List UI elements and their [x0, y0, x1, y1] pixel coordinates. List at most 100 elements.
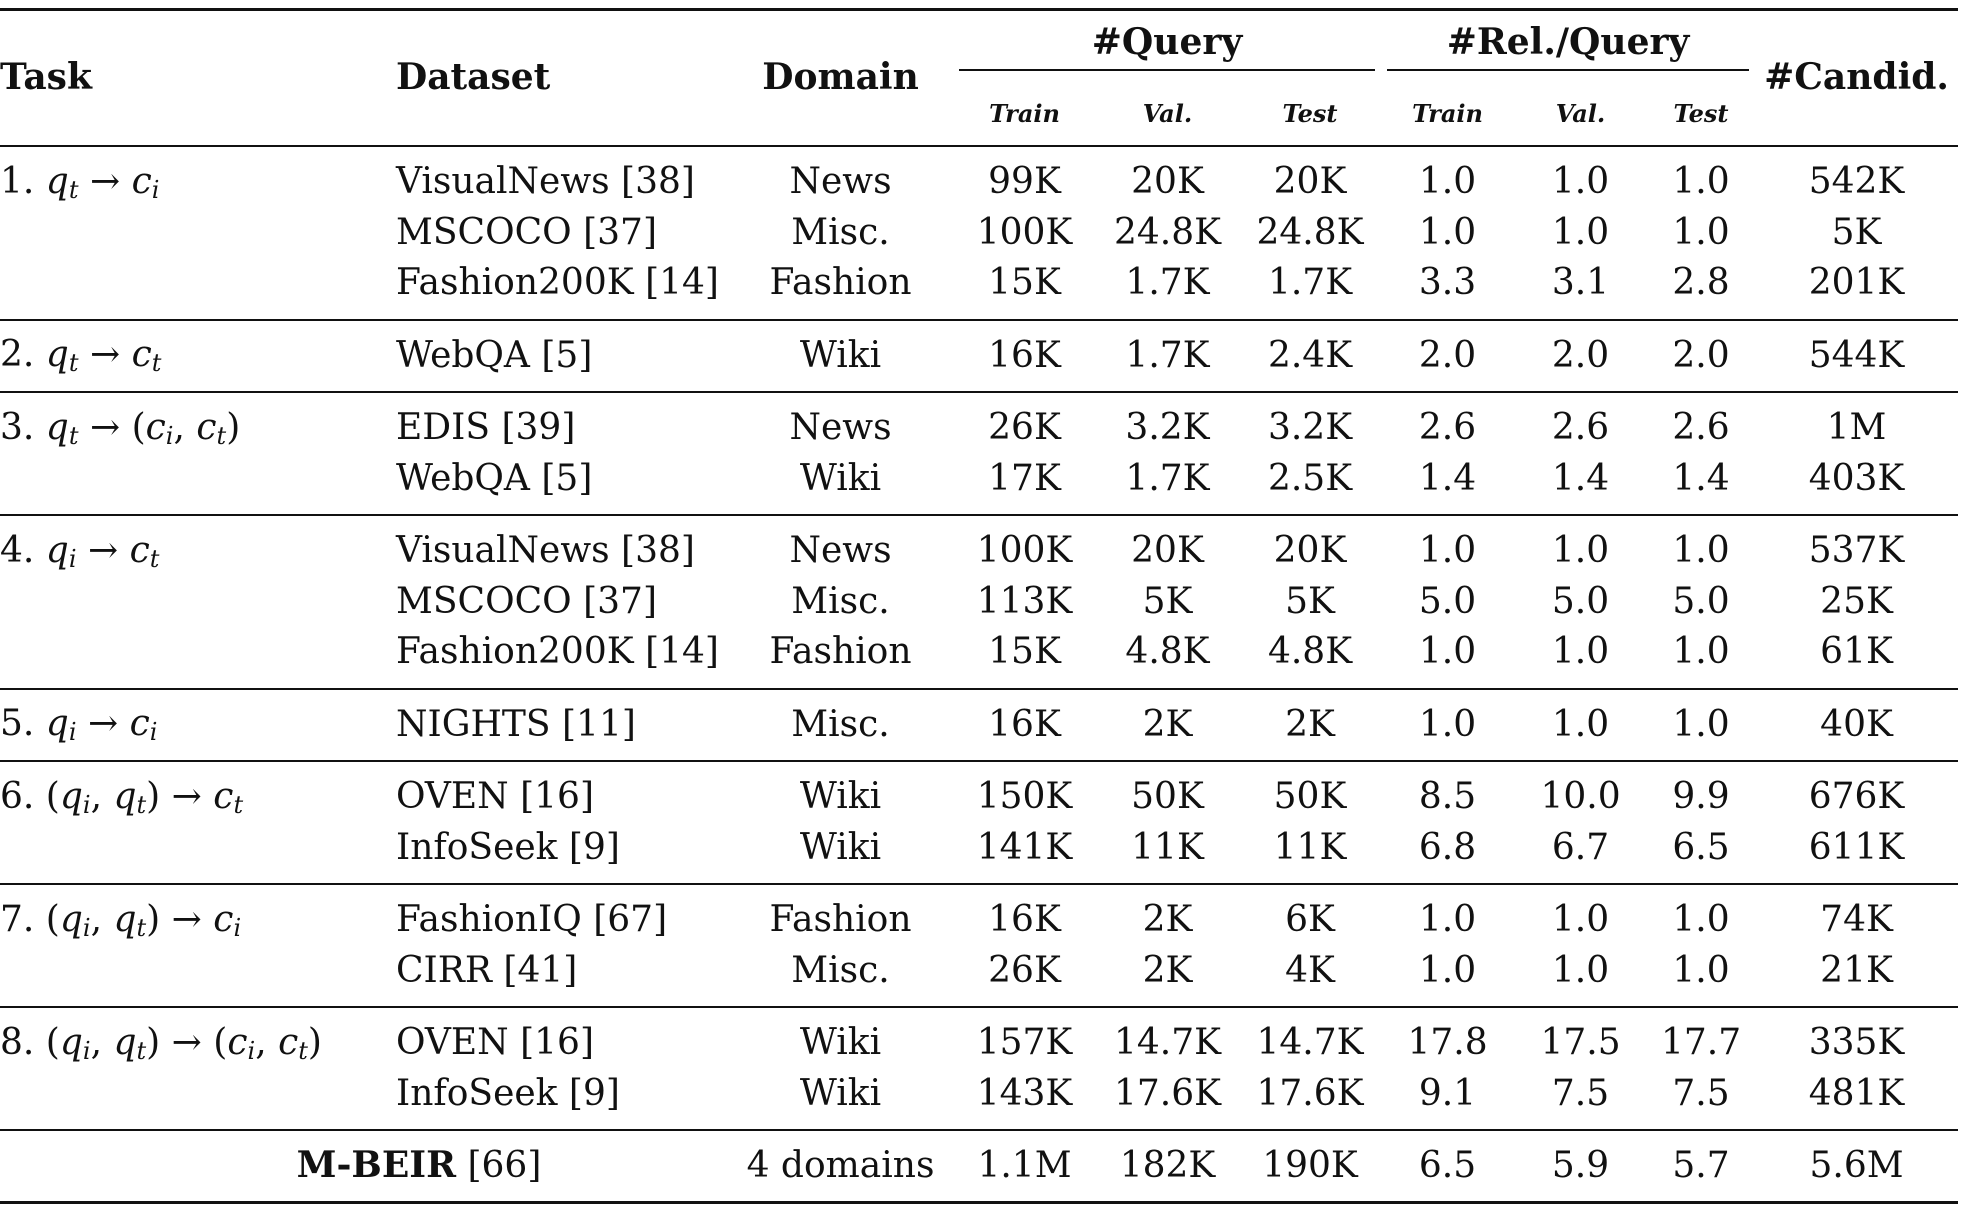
table-row: 1. qt → ci VisualNews [38] News 99K 20K 20K 1.…	[0, 146, 1958, 208]
candid-cell: 5K	[1831, 211, 1882, 253]
query-train-cell: 99K	[988, 161, 1061, 203]
task-number: 1.	[0, 160, 46, 202]
task-candidate-pair-second: ct	[278, 1022, 308, 1064]
query-train-cell: 17K	[988, 457, 1061, 499]
task-candidate-pair-first-sub: i	[247, 1036, 256, 1065]
task-candidate-sub: t	[233, 790, 244, 819]
task-number: 7.	[0, 898, 46, 940]
total-rel-train-cell: 6.5	[1418, 1145, 1477, 1187]
task-query-pair-comma: ,	[90, 775, 114, 817]
table-row: 4. qi → ct VisualNews [38] News 100K 20K 20K 1…	[0, 515, 1958, 577]
task-number: 5.	[0, 703, 46, 745]
task-cell: 3. qt → (ci, ct)	[0, 392, 396, 454]
query-train-cell: 100K	[976, 211, 1073, 253]
total-ref: [66]	[456, 1145, 542, 1187]
task-query-pair-second: qt	[113, 899, 146, 941]
task-group-8: 8. (qi, qt) → (ci, ct) OVEN [16] Wiki 157K 1…	[0, 1007, 1959, 1130]
task-query-sub: i	[68, 544, 77, 573]
task-cell: 5. qi → ci	[0, 689, 396, 762]
rel-val-cell: 3.1	[1551, 262, 1610, 304]
header-query-group: #Query	[953, 10, 1381, 84]
task-candidate-letter: c	[131, 334, 152, 376]
task-number: 4.	[0, 529, 46, 571]
task-query-sub: t	[68, 349, 79, 378]
table-row: 3. qt → (ci, ct) EDIS [39] News 26K 3.2K 3.2K…	[0, 392, 1958, 454]
candid-cell: 201K	[1808, 262, 1905, 304]
task-query-pair-comma: ,	[90, 1021, 114, 1063]
task-query: qt	[45, 334, 79, 378]
task-candidate-pair-close: )	[307, 1021, 322, 1063]
dataset-cell: OVEN [16]	[396, 776, 594, 818]
rel-train-cell: 8.5	[1418, 776, 1477, 818]
rel-test-cell: 1.0	[1672, 949, 1730, 991]
header-query-test: Test	[1282, 98, 1338, 128]
task-candidate: ct	[130, 530, 160, 573]
dataset-cell: MSCOCO [37]	[396, 211, 657, 253]
domain-cell: Wiki	[799, 1022, 882, 1064]
table-row: 2. qt → ct WebQA [5] Wiki 16K 1.7K 2.4K 2.0 2.0…	[0, 320, 1958, 393]
task-query-pair-first: qi	[60, 1022, 91, 1064]
rel-val-cell: 7.5	[1551, 1072, 1610, 1114]
task-candidate-sub: t	[149, 544, 160, 573]
query-train-cell: 157K	[976, 1022, 1073, 1064]
rel-train-cell: 1.0	[1418, 161, 1477, 203]
arrow-icon: →	[78, 334, 132, 376]
dataset-cell: InfoSeek [9]	[396, 826, 620, 868]
task-query-letter: q	[45, 334, 69, 376]
task-candidate-pair: (ci, ct)	[213, 1021, 322, 1065]
task-number: 8.	[0, 1021, 46, 1063]
task-candidate: ci	[213, 899, 241, 941]
query-val-cell: 24.8K	[1113, 211, 1222, 253]
total-domain-cell: 4 domains	[746, 1145, 935, 1187]
query-test-cell: 4.8K	[1267, 631, 1353, 673]
rel-test-cell: 7.5	[1672, 1072, 1730, 1114]
task-candidate-letter: c	[129, 703, 150, 745]
table-row: 5. qi → ci NIGHTS [11] Misc. 16K 2K 2K 1.0 1.0 1…	[0, 689, 1958, 762]
query-val-cell: 2K	[1142, 949, 1193, 991]
domain-cell: Fashion	[769, 262, 912, 304]
dataset-cell: OVEN [16]	[396, 1022, 594, 1064]
task-candidate-pair-comma: ,	[173, 406, 197, 448]
domain-cell: Wiki	[799, 1072, 882, 1114]
task-candidate-pair-second: ct	[196, 407, 227, 450]
task-group-1: 1. qt → ci VisualNews [38] News 99K 20K 20K 1.…	[0, 146, 1959, 320]
query-val-cell: 50K	[1131, 776, 1204, 818]
task-query-pair-second-letter: q	[113, 775, 137, 817]
domain-cell: Fashion	[769, 899, 912, 941]
total-row: M-BEIR [66] 4 domains 1.1M 182K 190K 6.5 5.9 5.…	[0, 1130, 1958, 1203]
rel-test-cell: 1.0	[1672, 899, 1730, 941]
rel-test-cell: 2.8	[1672, 262, 1730, 304]
rel-train-cell: 1.0	[1418, 899, 1477, 941]
task-candidate-pair-open: (	[213, 1021, 228, 1063]
task-candidate-pair-second-sub: t	[216, 421, 227, 450]
candid-cell: 1M	[1826, 407, 1887, 449]
rel-val-cell: 2.6	[1551, 407, 1610, 449]
rel-train-cell: 1.4	[1418, 457, 1477, 499]
header-query-train: Train	[989, 98, 1060, 128]
rel-train-cell: 5.0	[1418, 580, 1477, 622]
task-candidate-pair-first-letter: c	[227, 1021, 248, 1063]
query-val-cell: 1.7K	[1125, 457, 1210, 499]
rel-test-cell: 1.0	[1672, 703, 1730, 745]
task-candidate-pair-first-letter: c	[145, 406, 166, 448]
task-query-pair-close: )	[146, 1021, 161, 1063]
query-test-cell: 2.5K	[1267, 457, 1353, 499]
table-row: Fashion200K [14] Fashion 15K 1.7K 1.7K 3.3 3.1…	[0, 258, 1958, 320]
rel-train-cell: 3.3	[1418, 262, 1477, 304]
task-query-pair-first-sub: i	[82, 790, 91, 819]
dataset-cell: InfoSeek [9]	[396, 1072, 620, 1114]
task-query-pair-first: qi	[59, 775, 91, 819]
query-test-cell: 2K	[1285, 703, 1335, 745]
task-query-pair-first-letter: q	[59, 775, 83, 817]
query-val-cell: 20K	[1131, 530, 1204, 572]
arrow-icon: →	[78, 406, 132, 448]
rel-val-cell: 2.0	[1551, 334, 1610, 376]
query-test-cell: 3.2K	[1267, 407, 1353, 449]
task-query-pair-second: qt	[113, 1022, 146, 1064]
task-query-pair-second-sub: t	[136, 790, 147, 819]
domain-cell: News	[789, 407, 892, 449]
dataset-cell: NIGHTS [11]	[396, 703, 636, 745]
query-val-cell: 1.7K	[1125, 334, 1210, 376]
rel-val-cell: 1.0	[1551, 949, 1610, 991]
task-query: qi	[46, 530, 77, 573]
